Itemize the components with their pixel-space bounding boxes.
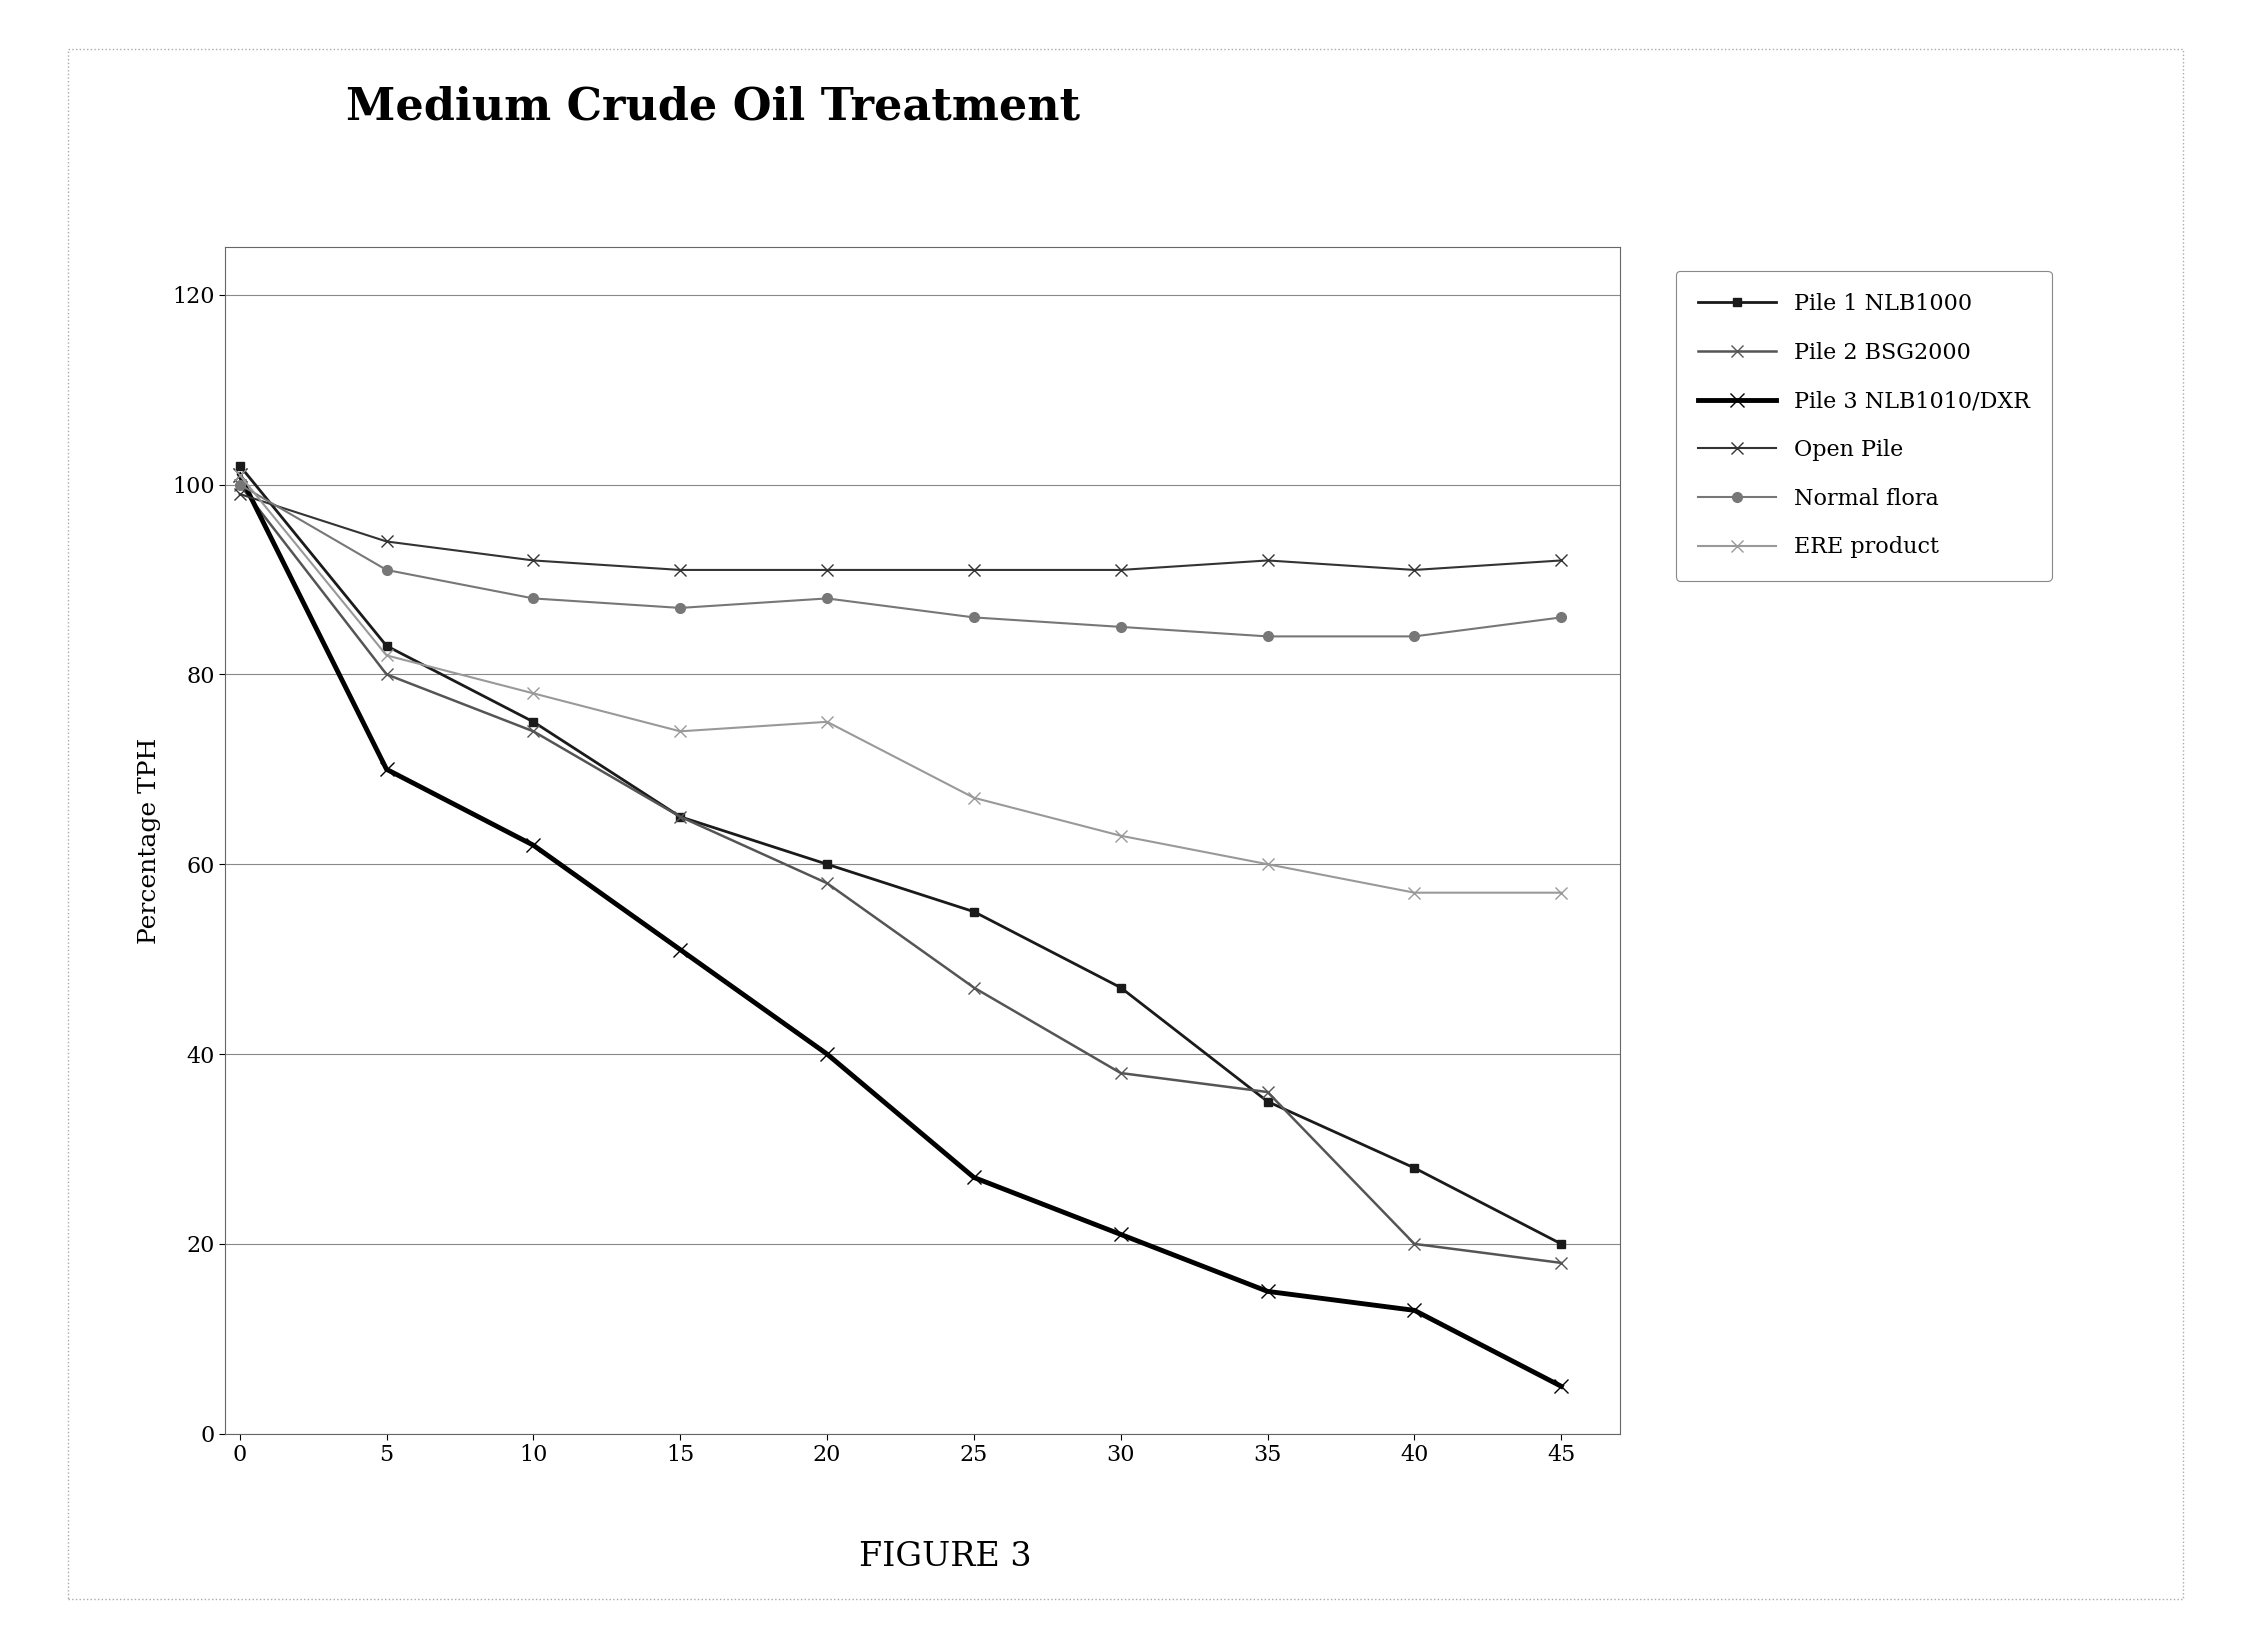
Pile 2 BSG2000	[227, 475, 254, 494]
Pile 2 BSG2000	[1107, 1063, 1134, 1083]
Pile 3 NLB1010/DXR	[374, 760, 400, 780]
Line: Open Pile: Open Pile	[234, 488, 1566, 575]
Line: Pile 1 NLB1000: Pile 1 NLB1000	[236, 461, 1566, 1248]
Pile 1 NLB1000	[1253, 1091, 1280, 1111]
ERE product	[520, 684, 547, 704]
Normal flora	[1253, 626, 1280, 646]
Open Pile	[1402, 560, 1429, 580]
Pile 1 NLB1000	[227, 455, 254, 475]
Normal flora	[666, 598, 693, 618]
Pile 1 NLB1000	[1402, 1159, 1429, 1178]
Pile 2 BSG2000	[961, 977, 988, 997]
Normal flora	[1402, 626, 1429, 646]
Open Pile	[1253, 550, 1280, 570]
Normal flora	[814, 588, 842, 608]
Pile 2 BSG2000	[1548, 1252, 1575, 1272]
Pile 3 NLB1010/DXR	[1253, 1282, 1280, 1302]
Open Pile	[666, 560, 693, 580]
Pile 1 NLB1000	[520, 712, 547, 732]
Pile 2 BSG2000	[374, 664, 400, 684]
Normal flora	[1548, 608, 1575, 628]
Pile 1 NLB1000	[814, 854, 842, 873]
Pile 3 NLB1010/DXR	[1548, 1376, 1575, 1396]
Pile 2 BSG2000	[814, 873, 842, 893]
Open Pile	[961, 560, 988, 580]
Line: Normal flora: Normal flora	[234, 480, 1566, 641]
Open Pile	[374, 532, 400, 552]
Pile 1 NLB1000	[1107, 977, 1134, 997]
Pile 3 NLB1010/DXR	[814, 1045, 842, 1065]
Pile 2 BSG2000	[1402, 1234, 1429, 1254]
ERE product	[1253, 854, 1280, 873]
ERE product	[1548, 883, 1575, 903]
Pile 3 NLB1010/DXR	[666, 939, 693, 959]
Open Pile	[1548, 550, 1575, 570]
Line: ERE product: ERE product	[234, 470, 1566, 898]
ERE product	[1107, 826, 1134, 845]
Open Pile	[520, 550, 547, 570]
ERE product	[666, 722, 693, 742]
Pile 1 NLB1000	[1548, 1234, 1575, 1254]
Pile 2 BSG2000	[520, 722, 547, 742]
Normal flora	[374, 560, 400, 580]
Pile 2 BSG2000	[666, 808, 693, 827]
Pile 3 NLB1010/DXR	[227, 465, 254, 485]
Pile 2 BSG2000	[1253, 1083, 1280, 1103]
Normal flora	[227, 475, 254, 494]
Y-axis label: Percentage TPH: Percentage TPH	[137, 737, 160, 944]
Open Pile	[1107, 560, 1134, 580]
Pile 3 NLB1010/DXR	[1402, 1300, 1429, 1320]
ERE product	[961, 788, 988, 808]
Pile 3 NLB1010/DXR	[520, 836, 547, 855]
Normal flora	[961, 608, 988, 628]
Normal flora	[520, 588, 547, 608]
Text: Medium Crude Oil Treatment: Medium Crude Oil Treatment	[346, 86, 1080, 129]
ERE product	[814, 712, 842, 732]
ERE product	[227, 465, 254, 485]
Open Pile	[227, 485, 254, 504]
Pile 1 NLB1000	[374, 636, 400, 656]
Line: Pile 2 BSG2000: Pile 2 BSG2000	[234, 480, 1566, 1269]
ERE product	[1402, 883, 1429, 903]
Normal flora	[1107, 616, 1134, 636]
Pile 1 NLB1000	[666, 808, 693, 827]
Pile 3 NLB1010/DXR	[961, 1167, 988, 1187]
Legend: Pile 1 NLB1000, Pile 2 BSG2000, Pile 3 NLB1010/DXR, Open Pile, Normal flora, ERE: Pile 1 NLB1000, Pile 2 BSG2000, Pile 3 N…	[1676, 270, 2052, 580]
Line: Pile 3 NLB1010/DXR: Pile 3 NLB1010/DXR	[232, 468, 1568, 1393]
Open Pile	[814, 560, 842, 580]
Pile 1 NLB1000	[961, 901, 988, 921]
Text: FIGURE 3: FIGURE 3	[860, 1541, 1030, 1574]
ERE product	[374, 646, 400, 666]
Pile 3 NLB1010/DXR	[1107, 1224, 1134, 1244]
